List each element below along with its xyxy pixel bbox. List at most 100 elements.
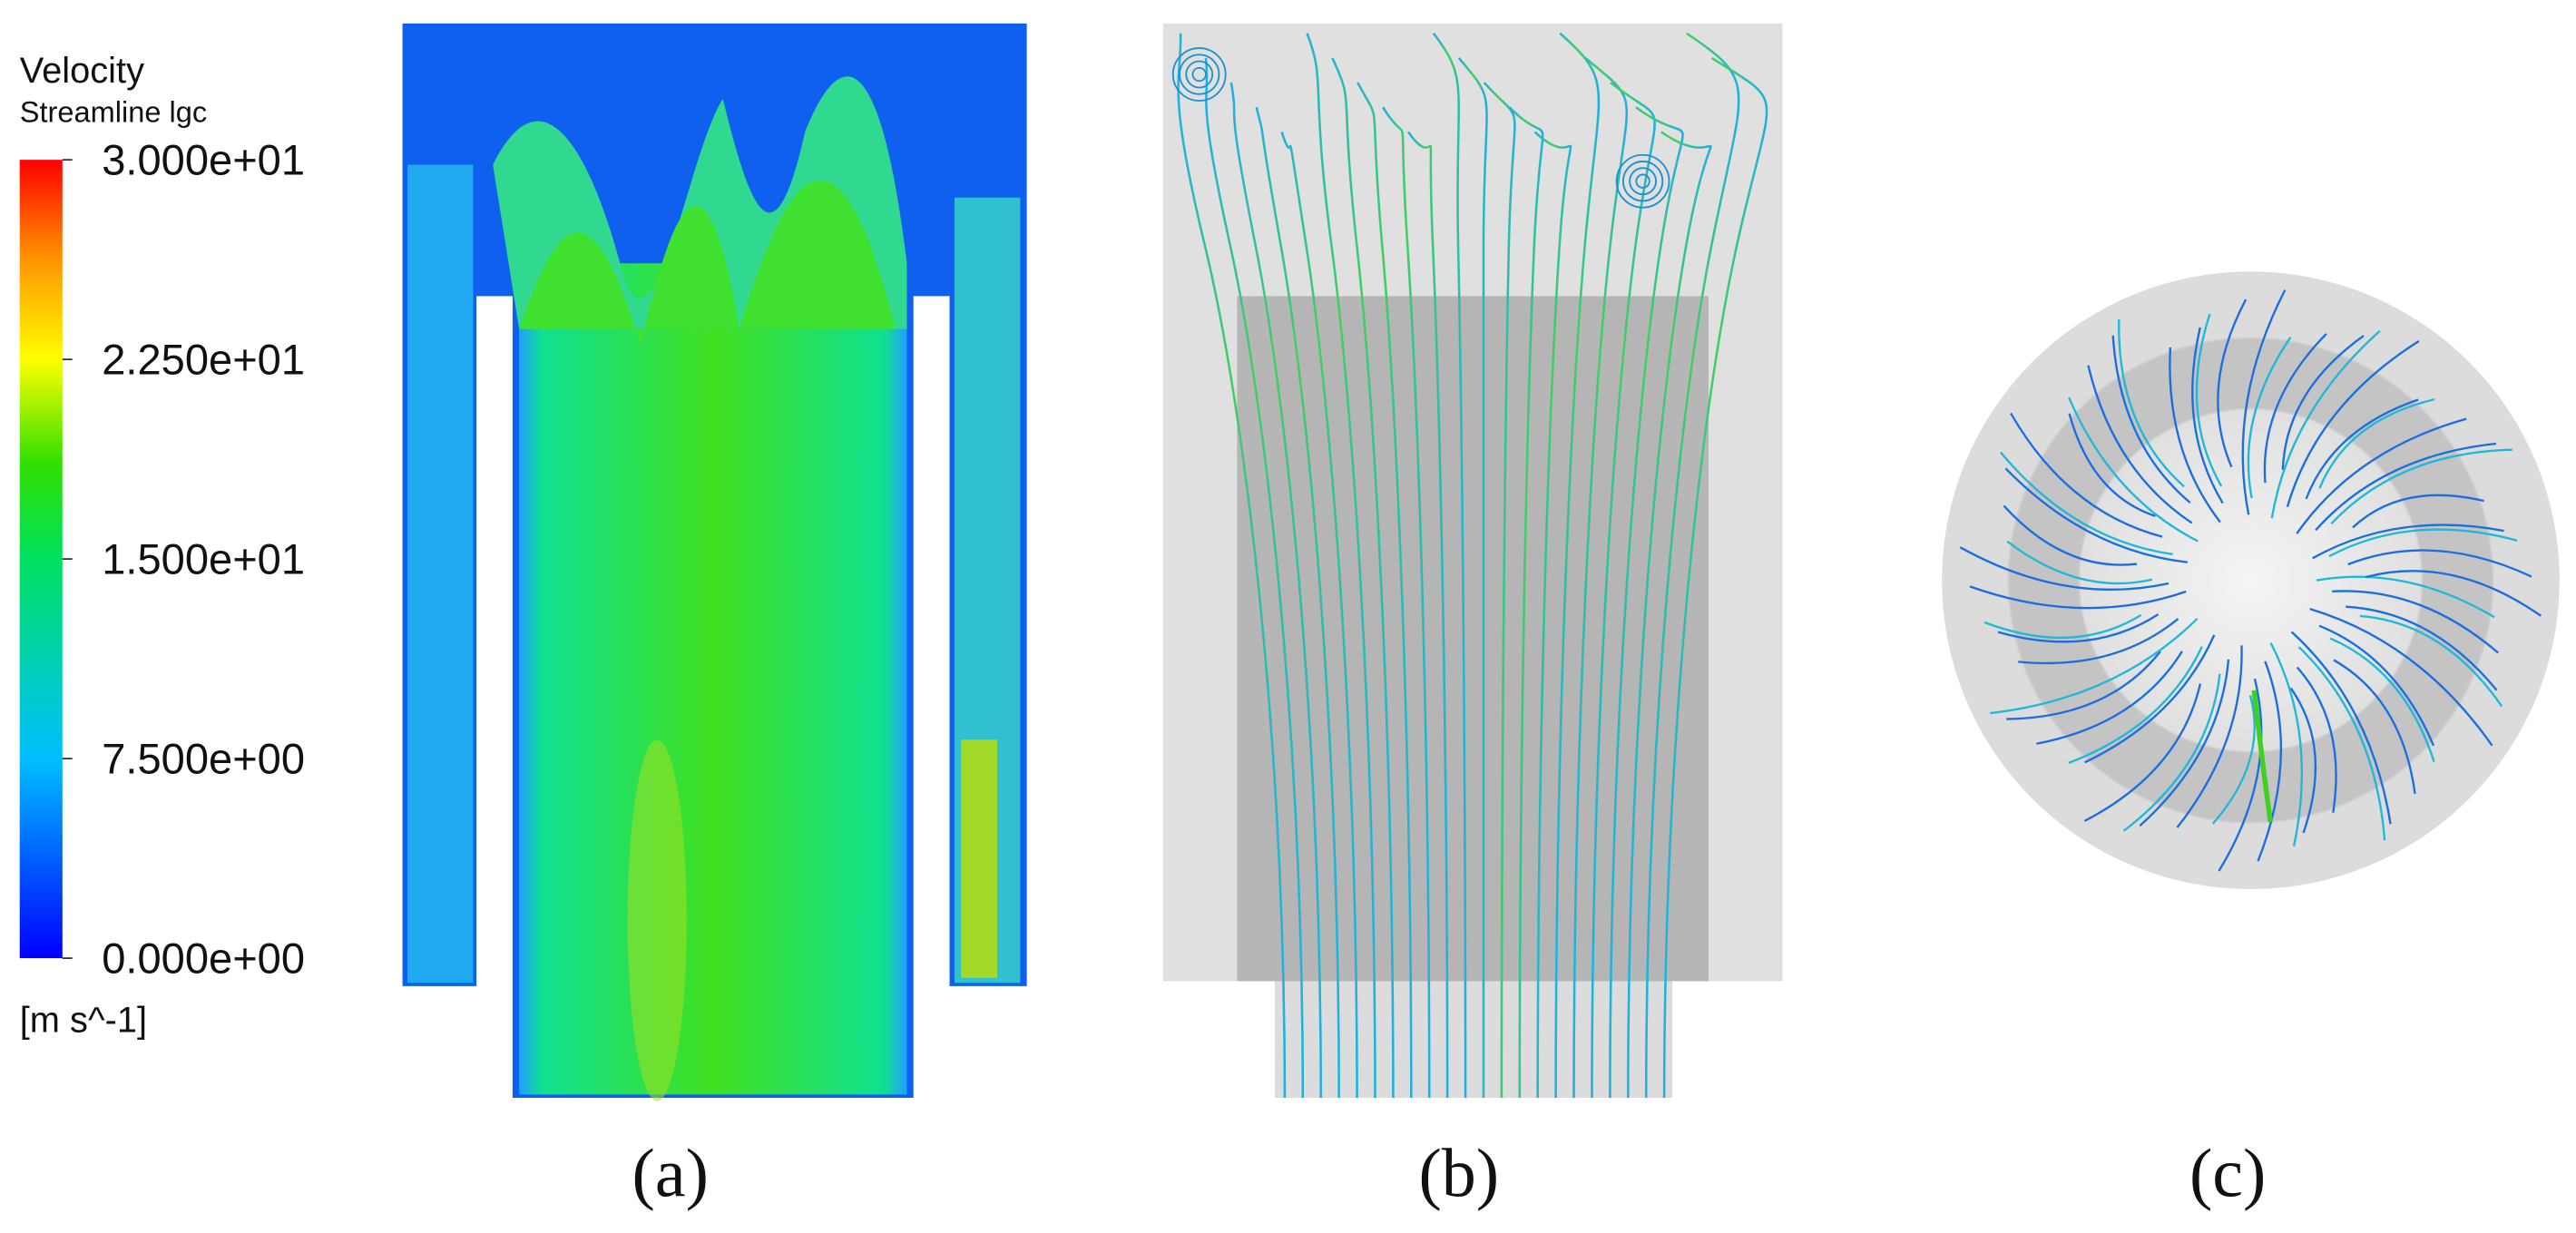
- streak: [2006, 540, 2153, 585]
- streamline: [1627, 131, 1712, 1099]
- streak: [2318, 397, 2435, 489]
- tick-label: 1.500e+01: [102, 534, 305, 582]
- core: [519, 263, 907, 1095]
- streak: [2211, 695, 2256, 825]
- streak: [2068, 396, 2199, 543]
- streak: [2068, 646, 2203, 765]
- streak: [1959, 546, 2170, 591]
- streamline: [1483, 82, 1516, 1099]
- streak: [2083, 683, 2202, 822]
- panel-a-contour: [402, 23, 1027, 1101]
- streak: [2176, 645, 2243, 828]
- tick-label: 3.000e+01: [102, 135, 305, 183]
- streak: [2328, 528, 2518, 558]
- streak: [2318, 624, 2435, 747]
- streak: [2281, 335, 2365, 470]
- vortex: [1191, 66, 1207, 83]
- streamline: [1533, 131, 1572, 1099]
- streamline: [1508, 106, 1544, 1099]
- streak: [2270, 329, 2381, 519]
- streak: [2000, 451, 2173, 556]
- streak: [2010, 412, 2163, 538]
- streak: [2269, 642, 2304, 847]
- panel-b-streamlines: [1162, 23, 1783, 1099]
- panel-c-topview: [1942, 271, 2560, 890]
- streamline: [1644, 32, 1740, 1099]
- tick-label: 0.000e+00: [102, 934, 305, 982]
- streamline: [1357, 82, 1413, 1099]
- panel-label: (a): [632, 1136, 709, 1212]
- streak: [2118, 318, 2185, 488]
- streak: [1983, 613, 2142, 640]
- streamline: [1591, 82, 1656, 1099]
- vortex: [1621, 161, 1664, 202]
- legend-subtitle: Streamline lgc: [20, 95, 207, 129]
- legend-title: Velocity: [20, 51, 144, 91]
- plume-core: [519, 180, 896, 346]
- streak: [2315, 442, 2497, 532]
- streak: [2297, 646, 2386, 841]
- streak: [2330, 448, 2512, 524]
- streamline: [1382, 106, 1431, 1099]
- streamline: [1280, 131, 1358, 1099]
- streak: [2333, 659, 2416, 795]
- vortex: [1185, 60, 1214, 89]
- streak: [2289, 687, 2317, 834]
- streak: [2286, 339, 2420, 507]
- streamline: [1554, 32, 1601, 1099]
- streak: [2309, 608, 2493, 747]
- streak: [2296, 666, 2337, 813]
- tick-label: 2.250e+01: [102, 335, 305, 383]
- tick-label: 7.500e+00: [102, 734, 305, 782]
- jet: [627, 739, 687, 1101]
- streamline: [1406, 131, 1449, 1099]
- streak: [2018, 618, 2179, 665]
- streak: [2084, 634, 2216, 764]
- legend-unit: [m s^-1]: [20, 1001, 147, 1041]
- streak: [2305, 398, 2419, 500]
- vortex: [1635, 173, 1650, 189]
- streak: [2218, 678, 2263, 872]
- disc: [1942, 271, 2560, 890]
- color-bar: [19, 160, 63, 959]
- streak: [2241, 289, 2287, 515]
- panel-label: (c): [2189, 1136, 2266, 1212]
- streak: [2087, 365, 2193, 524]
- hot-zone: [961, 739, 998, 978]
- streak: [2316, 575, 2495, 619]
- streamline: [1609, 106, 1684, 1099]
- streak: [2359, 614, 2503, 708]
- streamline: [1255, 106, 1340, 1099]
- panel-label: (b): [1418, 1136, 1499, 1212]
- streak: [2122, 673, 2221, 832]
- streak: [1997, 613, 2160, 643]
- streak: [1990, 618, 2199, 715]
- streamline: [1457, 57, 1488, 1099]
- streak: [2139, 659, 2230, 827]
- streak: [2263, 333, 2327, 484]
- vortex: [1629, 167, 1657, 196]
- streak: [2036, 651, 2183, 745]
- streak: [1969, 585, 2187, 610]
- streak: [2332, 590, 2500, 654]
- inner-block: [1237, 296, 1709, 982]
- streak: [2346, 605, 2498, 691]
- streamline: [1331, 57, 1395, 1099]
- vortex: [1171, 47, 1227, 102]
- legend: Velocity Streamline lgc 3.000e+01 2.250e+…: [19, 51, 305, 1041]
- streak: [2296, 417, 2467, 534]
- streak: [2247, 336, 2292, 499]
- streak: [2329, 637, 2435, 762]
- vortex: [1179, 54, 1220, 95]
- streamline: [1306, 33, 1376, 1099]
- streak: [2312, 524, 2504, 560]
- left-arm: [407, 164, 474, 983]
- streamline: [1204, 57, 1305, 1099]
- streak: [2365, 570, 2542, 617]
- streak: [2195, 313, 2223, 487]
- streak: [2111, 335, 2191, 504]
- streak: [2352, 494, 2484, 529]
- streak: [2006, 651, 2161, 720]
- streak: [2191, 327, 2224, 504]
